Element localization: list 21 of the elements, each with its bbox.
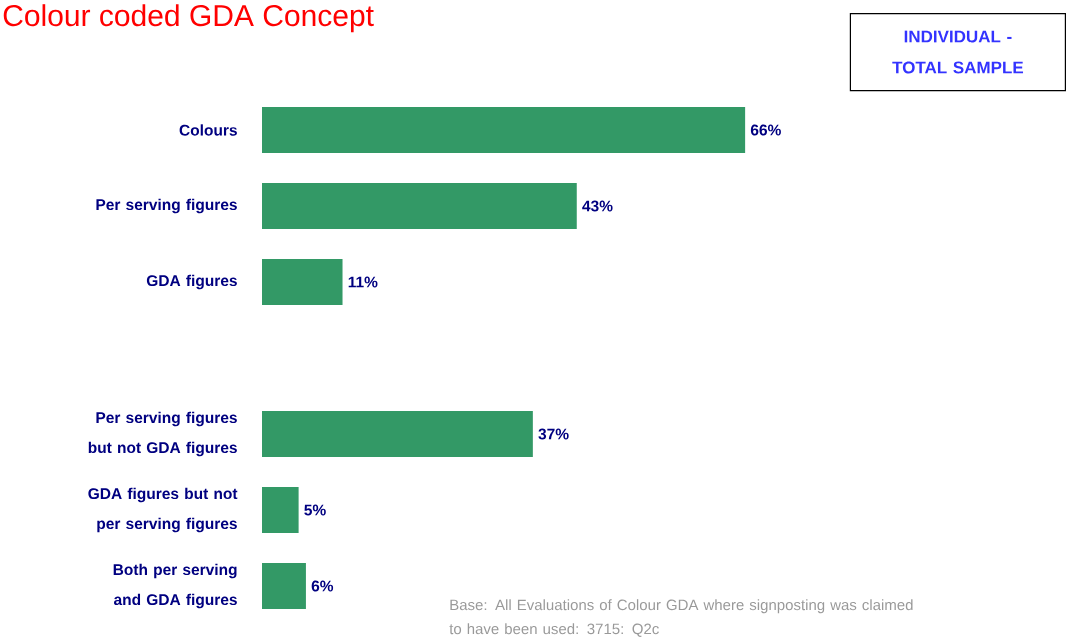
y-tick-label: Per serving figures but not GDA figures (88, 411, 237, 457)
text: INDIVIDUAL - TOTAL SAMPLE (892, 30, 1024, 74)
bar (262, 182, 577, 229)
annotation: Base: All Evaluations of Colour GDA where signposting was claimed to have been used: 3715: Q2c (449, 599, 913, 637)
bar (262, 258, 343, 305)
y-tick-label: Per serving figures (96, 198, 237, 214)
bar (262, 410, 533, 457)
data-label: 5% (304, 504, 326, 516)
data-label: 66% (750, 124, 781, 136)
bar (262, 486, 299, 533)
y-tick-label: GDA figures but not per serving figures (88, 487, 238, 533)
y-tick-label: Colours (179, 124, 237, 136)
bar (262, 562, 306, 609)
y-tick-label: Both per serving and GDA figures (113, 563, 237, 609)
data-label: 6% (311, 580, 334, 592)
y-tick-label: GDA figures (146, 274, 237, 290)
bar (262, 106, 746, 153)
data-label: 37% (538, 428, 569, 440)
data-label: 43% (582, 200, 613, 212)
data-label: 11% (348, 276, 378, 288)
chart-title: Colour coded GDA Concept (3, 4, 374, 33)
